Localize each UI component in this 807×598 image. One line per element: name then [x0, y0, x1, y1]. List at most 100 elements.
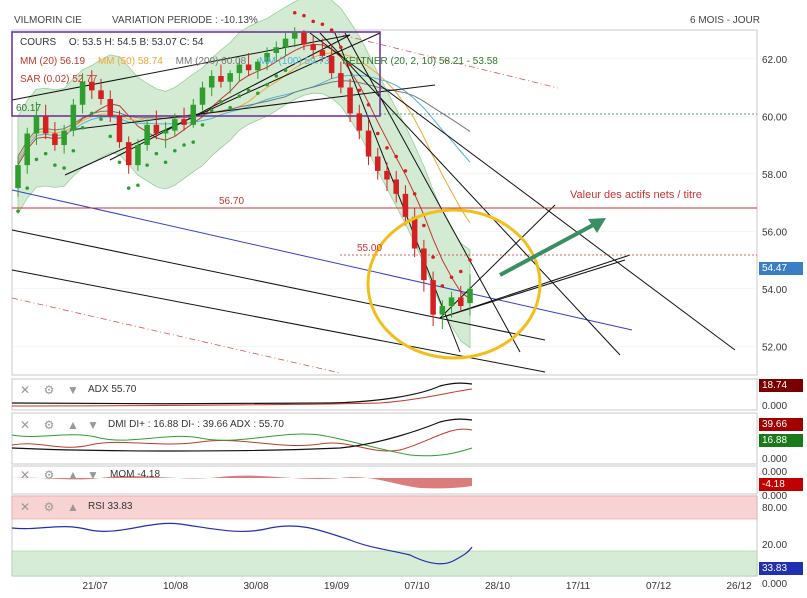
candle-body	[458, 297, 464, 306]
adx-line	[11, 382, 473, 405]
dmi-move-down-icon[interactable]: ▼	[87, 418, 99, 432]
candle-body	[190, 104, 197, 125]
candle-body	[162, 130, 169, 134]
sar-dot	[182, 143, 186, 147]
sar-dot	[412, 192, 417, 196]
sar-dot	[458, 269, 463, 274]
candle-body	[227, 73, 233, 82]
sar-dot	[348, 62, 352, 67]
legend-ohlc: O: 53.5 H: 54.5 B: 53.07 C: 54	[68, 37, 204, 48]
rsi-badge: 33.83	[759, 562, 803, 575]
adx-label: ADX 55.70	[88, 384, 137, 395]
dmi-adx-line	[11, 418, 473, 452]
rsi-settings-icon[interactable]: ⚙	[43, 500, 55, 514]
adx-secondary-line	[11, 388, 473, 407]
legend-mm200[interactable]: MM (200) 60.08	[175, 56, 247, 67]
sar-dot	[302, 13, 306, 18]
sar-dot	[43, 151, 48, 156]
candle-body	[79, 81, 86, 105]
candle-body	[218, 76, 224, 82]
candle-body	[264, 53, 270, 62]
adx-scale-bottom: 0.000	[762, 401, 788, 412]
sar-dot	[154, 151, 159, 156]
sar-dot	[357, 88, 362, 93]
rsi-close-icon[interactable]: ✕	[19, 500, 31, 514]
candle-body	[374, 156, 381, 171]
rsi-move-up-icon[interactable]: ▲	[67, 500, 79, 514]
legend-sar[interactable]: SAR (0.02) 52.77	[20, 74, 98, 85]
mom-move-up-icon[interactable]: ▲	[67, 468, 79, 482]
period-selector[interactable]: 6 MOIS - JOUR	[690, 15, 761, 26]
sar-dot	[200, 123, 205, 127]
price-candles	[15, 27, 473, 329]
date-axis-ticks: 21/07 10/08 30/08 19/09 07/10 28/10 17/11 07/12…	[82, 581, 751, 592]
sar-dot	[394, 154, 399, 159]
current-price-badge: 54.47	[759, 262, 803, 275]
y-tick-label: 52.00	[762, 342, 787, 353]
keltner-channel	[17, 0, 471, 349]
x-tick-label: 26/12	[726, 581, 751, 592]
candle-body	[172, 119, 178, 131]
momentum-area	[12, 475, 472, 489]
sar-dot	[108, 134, 113, 139]
candle-body	[338, 73, 344, 88]
sar-dot	[283, 68, 288, 73]
sar-dot	[126, 186, 131, 190]
left-edge-value: 60.17	[16, 103, 42, 114]
legend-mm20[interactable]: MM (20) 56.19	[20, 56, 86, 67]
dmi-move-up-icon[interactable]: ▲	[67, 418, 79, 432]
trend-arrow-head	[588, 218, 606, 233]
sar-dot	[191, 140, 196, 144]
candle-body	[347, 87, 353, 114]
sar-dot	[71, 148, 76, 153]
mom-close-icon[interactable]: ✕	[19, 468, 31, 482]
x-tick-label: 10/08	[163, 581, 188, 592]
candle-body	[328, 55, 335, 74]
mom-move-down-icon[interactable]: ▼	[87, 468, 99, 482]
mom-settings-icon[interactable]: ⚙	[43, 468, 55, 482]
legend-keltner[interactable]: KELTNER (20, 2, 10) 58.21 - 53.58	[342, 56, 498, 67]
x-tick-label: 21/07	[82, 581, 107, 592]
candle-body	[153, 124, 160, 134]
sar-dot	[80, 125, 85, 130]
sar-dot	[329, 28, 334, 32]
candle-body	[98, 90, 104, 99]
candle-body	[236, 64, 243, 74]
price-axis-ticks: 52.00 54.00 56.00 58.00 60.00 62.00	[762, 55, 787, 354]
candle-body	[125, 142, 132, 166]
sar-dot	[339, 45, 343, 50]
candle-body	[24, 133, 30, 166]
sar-dot	[89, 111, 94, 116]
legend-cours[interactable]: COURS	[20, 37, 57, 48]
candle-body	[33, 116, 40, 134]
x-tick-label: 17/11	[566, 581, 591, 592]
dmi-close-icon[interactable]: ✕	[19, 418, 31, 432]
x-tick-label: 19/09	[324, 581, 349, 592]
adx-close-icon[interactable]: ✕	[19, 383, 31, 397]
x-tick-label: 07/12	[646, 581, 671, 592]
sar-dot	[274, 74, 279, 78]
sar-dot	[449, 275, 454, 280]
candle-body	[42, 116, 49, 134]
legend-mm50[interactable]: MM (50) 58.74	[97, 56, 163, 67]
level-5670-label: 56.70	[219, 196, 245, 207]
sar-dot	[53, 163, 57, 167]
di-plus-line	[11, 433, 473, 457]
upper-red-channel	[329, 31, 559, 89]
legend-mm100[interactable]: MM (100) 59.73	[259, 56, 330, 67]
y-tick-label: 58.00	[762, 170, 787, 181]
candle-body	[61, 130, 67, 145]
candle-body	[135, 145, 141, 166]
lower-red-channel	[11, 297, 341, 374]
candle-body	[301, 32, 307, 45]
sar-dot	[136, 183, 140, 188]
adx-move-down-icon[interactable]: ▼	[67, 383, 79, 397]
sar-dot	[468, 258, 472, 262]
dmi-settings-icon[interactable]: ⚙	[43, 418, 55, 432]
candle-body	[144, 124, 150, 145]
sar-dot	[228, 105, 232, 110]
adx-settings-icon[interactable]: ⚙	[43, 383, 55, 397]
candle-body	[384, 170, 390, 180]
sar-dot	[117, 160, 122, 165]
